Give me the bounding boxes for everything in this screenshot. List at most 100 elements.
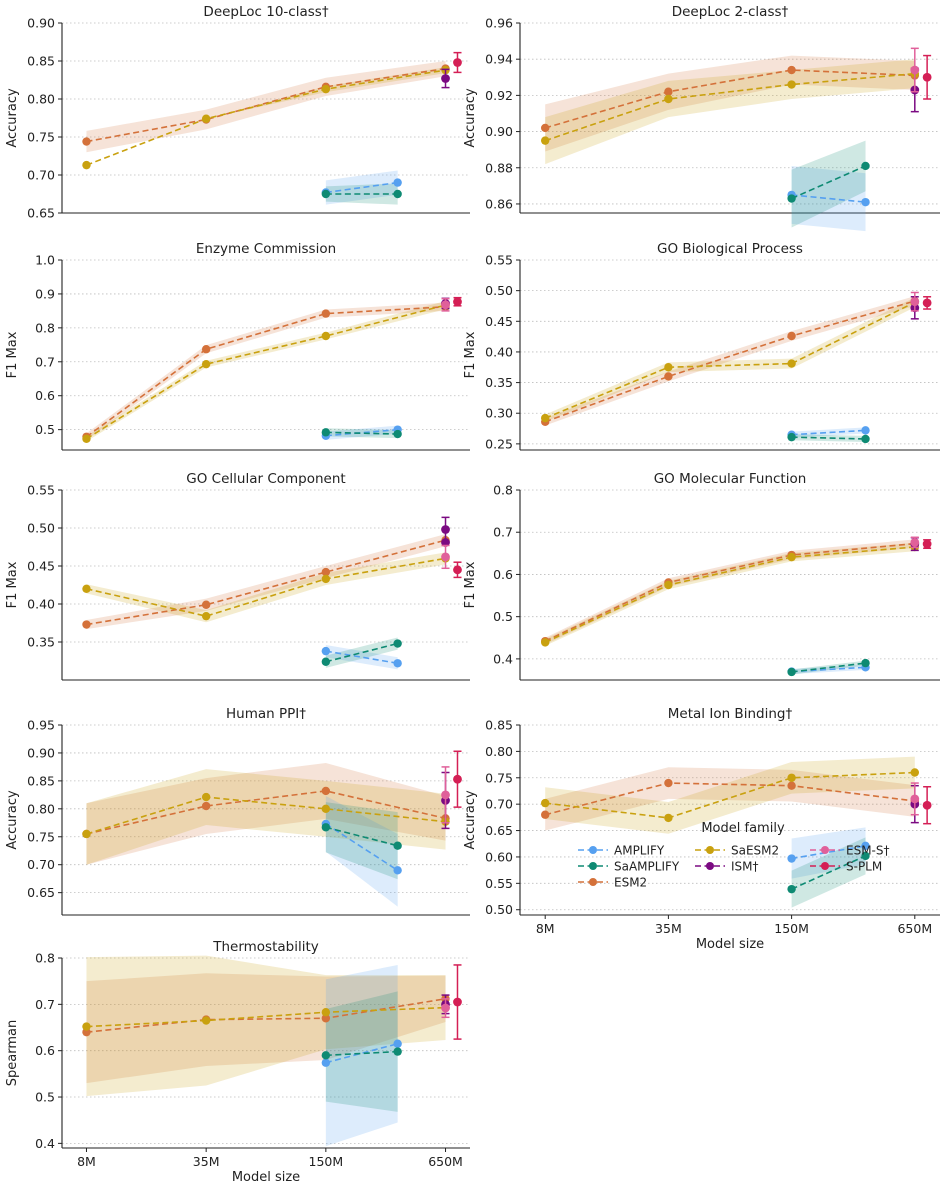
series-line-saesm2 [545,771,915,819]
y-tick-label: 0.40 [27,597,55,612]
legend-label: SaESM2 [731,844,779,858]
marker-s-plm [453,297,462,307]
band-amplify [791,427,866,438]
series-line-saamplify [791,855,866,890]
band-esm2 [86,763,446,865]
point-saesm2 [82,434,91,444]
y-tick-label: 0.90 [27,745,55,760]
point-esm2 [82,137,91,146]
y-tick-label: 0.7 [35,354,55,369]
point-saesm2 [541,638,550,647]
band-amplify [325,795,398,907]
marker-esm-s [441,300,450,310]
series-line-saesm2 [544,72,915,142]
y-tick-label: 0.90 [485,124,513,139]
point-esm2 [201,801,211,811]
legend-marker [589,878,597,886]
y-tick-label: 0.45 [485,314,513,329]
band-esm2 [86,973,446,1084]
legend-item-esm-s: ESM-S† [810,844,890,858]
point-esm2 [321,1014,331,1023]
y-tick-label: 0.50 [485,283,513,298]
y-axis-label: Spearman [5,1020,20,1086]
legend-item-esm2: ESM2 [578,876,647,890]
point-saamplify [393,189,402,199]
y-axis-label: F1 Max [5,561,20,608]
marker-s-plm [922,539,932,549]
x-tick-label: 150M [309,1154,344,1169]
y-tick-label: 0.40 [485,344,513,359]
panel-title: Human PPI† [226,706,306,722]
marker-esm-s [910,794,920,804]
y-tick-label: 0.6 [493,567,513,582]
point-amplify [861,841,870,851]
point-saesm2 [321,1008,331,1017]
y-tick-label: 0.65 [27,206,55,221]
series-line-amplify [325,181,398,194]
point-saesm2 [321,331,331,341]
band-saamplify [325,637,398,668]
legend-item-s-plm: S-PLM [810,860,882,874]
point-saesm2 [787,359,796,368]
legend-label: AMPLIFY [614,844,665,858]
series-line-amplify [325,1042,398,1064]
point-esm2 [321,567,331,577]
y-tick-label: 0.85 [485,718,513,733]
y-tick-label: 0.88 [485,160,513,175]
marker-esm-s [910,297,920,307]
x-tick-label: 650M [897,921,932,936]
point-amplify [321,1058,331,1067]
y-axis-label: Accuracy [5,88,20,148]
point-esm2 [664,778,673,788]
series-line-amplify [325,650,398,665]
y-tick-label: 1.0 [35,253,55,268]
point-saamplify [321,428,331,437]
y-axis-label: F1 Max [463,331,478,378]
point-saesm2 [201,611,211,621]
y-tick-label: 0.8 [493,483,513,498]
series-line-esm2 [544,300,916,423]
point-saamplify [393,1047,402,1056]
y-tick-label: 0.65 [485,823,513,838]
series-line-esm2 [544,69,915,129]
band-saamplify [791,434,866,443]
band-esm2 [86,61,446,153]
x-axis-label: Model size [696,937,764,952]
legend-item-saesm2: SaESM2 [695,844,779,858]
series-line-esm2 [86,997,446,1033]
panel-go-biological-process: 0.25 0.30 0.35 0.40 0.45 0.50 0.55 GO Biologica… [463,241,940,451]
marker-s-plm [922,72,932,82]
point-esm2 [664,87,673,96]
point-saesm2 [664,813,673,823]
point-amplify [393,1039,402,1048]
band-saamplify [325,183,398,205]
y-axis-label: F1 Max [5,331,20,378]
x-tick-label: 8M [536,921,555,936]
band-amplify [325,645,398,670]
band-esm2 [545,539,915,645]
series-line-saamplify [325,1050,398,1057]
point-amplify [321,646,331,656]
y-tick-label: 0.75 [485,770,513,785]
panel-enzyme-commission: 0.5 0.6 0.7 0.8 0.9 1.0 Enzyme Commission F1 Ma… [5,241,470,451]
legend-marker [706,862,714,870]
y-tick-label: 0.86 [485,196,513,211]
marker-s-plm [453,58,462,67]
point-esm2 [787,331,796,341]
point-saesm2 [787,552,796,562]
series-line-amplify [325,428,398,437]
y-tick-label: 0.4 [493,651,513,666]
y-tick-label: 0.55 [485,876,513,891]
y-tick-label: 0.75 [27,829,55,844]
x-tick-label: 650M [428,1154,463,1169]
series-line-saamplify [791,662,866,673]
series-line-amplify [791,429,866,436]
series-line-saamplify [325,826,398,847]
band-esm2 [545,767,915,831]
point-amplify [861,426,870,435]
legend-label: ESM2 [614,876,647,890]
series-line-saesm2 [86,796,446,835]
point-saesm2 [910,768,919,777]
point-esm2 [201,600,211,609]
point-esm2 [82,620,91,629]
